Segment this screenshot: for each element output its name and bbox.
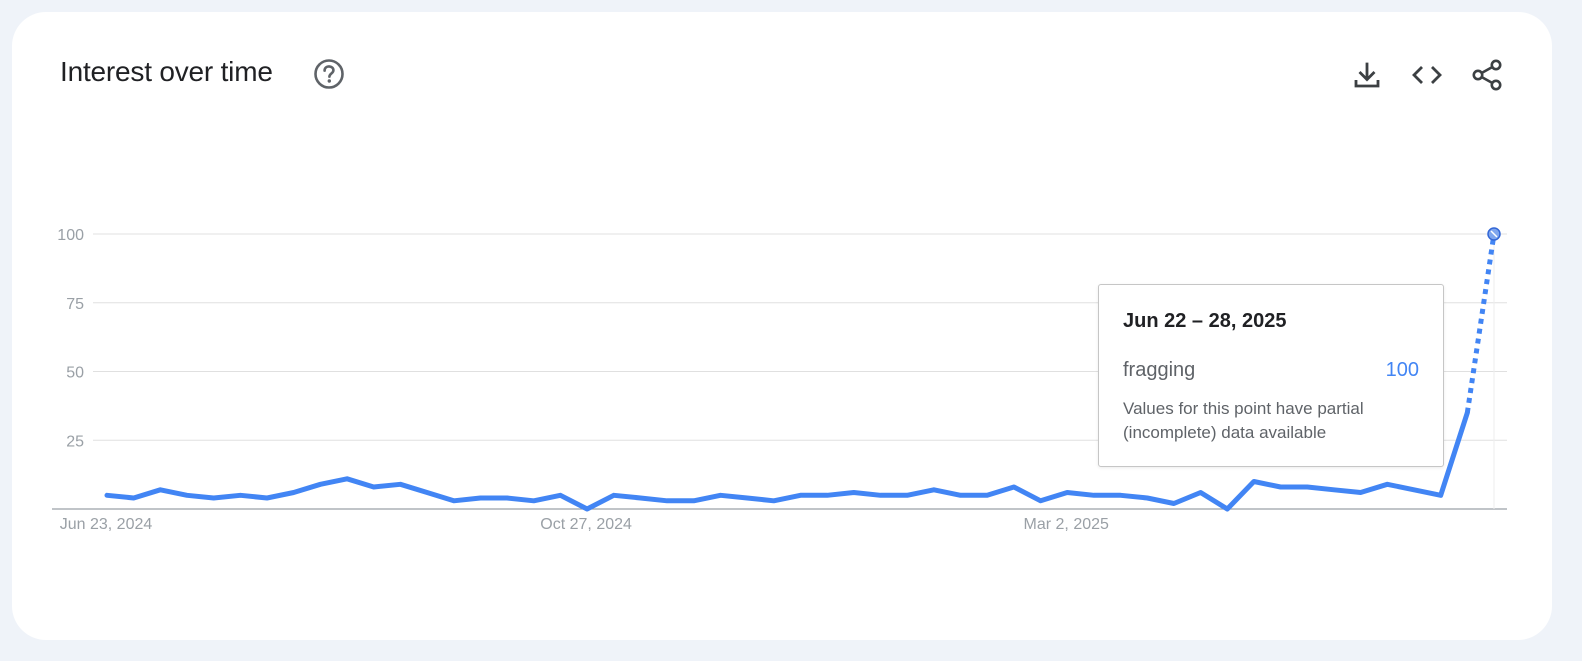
hovered-point-hatch: [1490, 230, 1498, 238]
y-tick-label: 50: [66, 365, 84, 382]
series-line-fragging: [104, 410, 1470, 512]
tooltip-date: Jun 22 – 28, 2025: [1123, 310, 1287, 332]
x-tick-label: Mar 2, 2025: [1024, 516, 1109, 533]
share-icon[interactable]: [1470, 58, 1504, 92]
tooltip-term: fragging: [1123, 359, 1196, 381]
tooltip-value: 100: [1385, 359, 1419, 381]
help-circle-icon[interactable]: [312, 57, 346, 91]
x-tick-label: Jun 23, 2024: [60, 516, 153, 533]
x-tick-label: Oct 27, 2024: [540, 516, 632, 533]
tooltip-note: Values for this point have partial (inco…: [1123, 399, 1364, 442]
y-tick-label: 75: [66, 296, 84, 313]
card-title: Interest over time: [60, 56, 273, 87]
download-icon[interactable]: [1350, 58, 1384, 92]
embed-code-icon[interactable]: [1410, 58, 1444, 92]
y-tick-label: 25: [66, 433, 84, 450]
series-partial-segment: [1464, 233, 1497, 414]
y-tick-label: 100: [57, 227, 84, 244]
chart-tooltip: Jun 22 – 28, 2025 fragging 100 Values fo…: [1098, 284, 1444, 467]
